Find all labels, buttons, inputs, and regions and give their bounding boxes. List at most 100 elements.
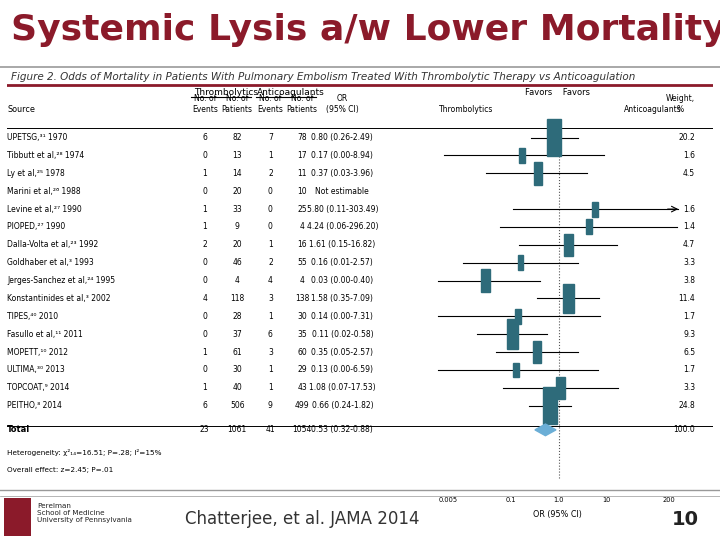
Text: 6: 6: [202, 401, 207, 410]
Bar: [593, 201, 598, 217]
Text: 11: 11: [297, 169, 307, 178]
Text: 29: 29: [297, 366, 307, 375]
Text: 1: 1: [202, 222, 207, 232]
Text: 0: 0: [202, 330, 207, 339]
Text: 6: 6: [202, 133, 207, 142]
Text: Chatterjee, et al. JAMA 2014: Chatterjee, et al. JAMA 2014: [185, 510, 420, 529]
Text: 1.7: 1.7: [683, 366, 696, 375]
Text: Fasullo et al,¹¹ 2011: Fasullo et al,¹¹ 2011: [7, 330, 83, 339]
Text: 20.2: 20.2: [678, 133, 696, 142]
Text: 3: 3: [268, 294, 273, 303]
Text: 0.35 (0.05-2.57): 0.35 (0.05-2.57): [311, 348, 374, 356]
Text: 4.24 (0.06-296.20): 4.24 (0.06-296.20): [307, 222, 378, 232]
Text: 14: 14: [233, 169, 242, 178]
Text: 60: 60: [297, 348, 307, 356]
Text: 1.4: 1.4: [683, 222, 696, 232]
Text: 6: 6: [268, 330, 273, 339]
Text: 2: 2: [268, 169, 273, 178]
Text: Figure 2. Odds of Mortality in Patients With Pulmonary Embolism Treated With Thr: Figure 2. Odds of Mortality in Patients …: [11, 72, 635, 82]
Text: 3.8: 3.8: [683, 276, 696, 285]
Text: Thrombolytics: Thrombolytics: [438, 105, 493, 114]
Text: 4: 4: [300, 222, 305, 232]
Text: 0.80 (0.26-2.49): 0.80 (0.26-2.49): [312, 133, 373, 142]
Text: 7: 7: [268, 133, 273, 142]
Text: 0.14 (0.00-7.31): 0.14 (0.00-7.31): [312, 312, 373, 321]
Text: Systemic Lysis a/w Lower Mortality: Systemic Lysis a/w Lower Mortality: [11, 12, 720, 46]
Text: Overall effect: z=2.45; P=.01: Overall effect: z=2.45; P=.01: [7, 467, 114, 473]
Text: 506: 506: [230, 401, 245, 410]
Text: 35: 35: [297, 330, 307, 339]
Text: 4.5: 4.5: [683, 169, 696, 178]
Text: 1: 1: [268, 151, 273, 160]
Text: 82: 82: [233, 133, 242, 142]
Text: 25: 25: [297, 205, 307, 214]
Text: 30: 30: [233, 366, 242, 375]
Text: 20: 20: [233, 187, 242, 195]
Text: 1061: 1061: [228, 426, 247, 434]
Bar: [533, 341, 541, 363]
Bar: [507, 319, 518, 349]
Text: 0: 0: [268, 187, 273, 195]
Text: 0: 0: [268, 222, 273, 232]
Text: 100.0: 100.0: [673, 426, 696, 434]
Text: 2: 2: [202, 240, 207, 249]
Bar: [4, 498, 31, 536]
Text: 0.66 (0.24-1.82): 0.66 (0.24-1.82): [312, 401, 373, 410]
Text: 1: 1: [202, 205, 207, 214]
Text: ULTIMA,³⁰ 2013: ULTIMA,³⁰ 2013: [7, 366, 65, 375]
Text: 24.8: 24.8: [678, 401, 696, 410]
Text: 4.7: 4.7: [683, 240, 696, 249]
Text: 0.1: 0.1: [505, 497, 516, 503]
Text: 3: 3: [268, 348, 273, 356]
Text: OR (95% CI): OR (95% CI): [533, 510, 582, 519]
Text: 1.7: 1.7: [683, 312, 696, 321]
Text: Source: Source: [7, 105, 35, 114]
Text: TOPCOAT,⁹ 2014: TOPCOAT,⁹ 2014: [7, 383, 70, 393]
Bar: [547, 119, 561, 156]
Text: 0: 0: [202, 366, 207, 375]
Text: 6.5: 6.5: [683, 348, 696, 356]
Text: 28: 28: [233, 312, 242, 321]
Text: 1.6: 1.6: [683, 151, 696, 160]
Text: 1.0: 1.0: [554, 497, 564, 503]
Bar: [519, 148, 525, 163]
Text: Thrombolytics: Thrombolytics: [194, 88, 258, 97]
Text: 200: 200: [662, 497, 675, 503]
Text: 0: 0: [202, 151, 207, 160]
Bar: [482, 269, 490, 292]
Text: 5.80 (0.11-303.49): 5.80 (0.11-303.49): [307, 205, 378, 214]
Text: 1: 1: [268, 366, 273, 375]
Text: Heterogeneity: χ²₁₄=16.51; P=.28; I²=15%: Heterogeneity: χ²₁₄=16.51; P=.28; I²=15%: [7, 449, 162, 456]
Text: 0.005: 0.005: [438, 497, 458, 503]
Text: 41: 41: [266, 426, 275, 434]
Text: Levine et al,²⁷ 1990: Levine et al,²⁷ 1990: [7, 205, 82, 214]
Text: OR
(95% CI): OR (95% CI): [326, 94, 359, 114]
Text: 1.61 (0.15-16.82): 1.61 (0.15-16.82): [309, 240, 376, 249]
Text: 138: 138: [295, 294, 310, 303]
Text: UPETSG,³¹ 1970: UPETSG,³¹ 1970: [7, 133, 68, 142]
Text: 55: 55: [297, 258, 307, 267]
Text: 16: 16: [297, 240, 307, 249]
Text: MOPETT,¹⁰ 2012: MOPETT,¹⁰ 2012: [7, 348, 68, 356]
Bar: [518, 255, 523, 270]
Text: 4: 4: [300, 276, 305, 285]
Text: Jerges-Sanchez et al,²⁴ 1995: Jerges-Sanchez et al,²⁴ 1995: [7, 276, 115, 285]
Text: 0.37 (0.03-3.96): 0.37 (0.03-3.96): [311, 169, 374, 178]
Text: 78: 78: [297, 133, 307, 142]
Text: 23: 23: [200, 426, 210, 434]
Text: 17: 17: [297, 151, 307, 160]
Text: 0.11 (0.02-0.58): 0.11 (0.02-0.58): [312, 330, 373, 339]
Text: Perelman
School of Medicine
University of Pennsylvania: Perelman School of Medicine University o…: [37, 503, 132, 523]
Text: 30: 30: [297, 312, 307, 321]
Text: Total: Total: [7, 426, 30, 434]
Text: 20: 20: [233, 240, 242, 249]
Text: 0.13 (0.00-6.59): 0.13 (0.00-6.59): [311, 366, 374, 375]
Text: No. of
Patients: No. of Patients: [222, 94, 253, 114]
Bar: [513, 362, 519, 377]
Text: 1: 1: [202, 169, 207, 178]
Text: 0: 0: [202, 312, 207, 321]
Text: TIPES,⁴⁰ 2010: TIPES,⁴⁰ 2010: [7, 312, 58, 321]
Bar: [534, 162, 542, 185]
Text: 9.3: 9.3: [683, 330, 696, 339]
Text: 1: 1: [202, 348, 207, 356]
